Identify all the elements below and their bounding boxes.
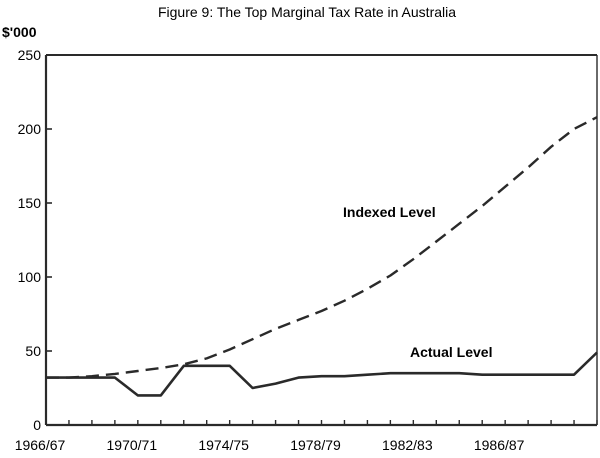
y-unit-label: $'000 [2,24,37,40]
x-tick-label: 1970/71 [107,437,158,453]
series-line-actual-level [46,351,598,397]
series-label-indexed: Indexed Level [343,204,436,220]
series-label-actual: Actual Level [410,344,492,360]
axes: 0 50 100 150 200 250 1966/67 1970/71 1974/75 1978… [15,47,598,453]
y-tick-label: 0 [33,417,41,433]
chart-title: Figure 9: The Top Marginal Tax Rate in A… [158,4,456,20]
series-group [46,116,598,397]
x-tick-label: 1974/75 [198,437,249,453]
x-tick-label: 1986/87 [474,437,525,453]
series-line-indexed-level [46,116,598,379]
y-tick-label: 200 [18,121,42,137]
x-tick-label: 1982/83 [382,437,433,453]
x-tick-label: 1978/79 [290,437,341,453]
x-tick-label: 1966/67 [15,437,66,453]
y-tick-label: 150 [18,195,42,211]
y-tick-label: 50 [25,343,41,359]
y-tick-label: 100 [18,269,42,285]
y-tick-label: 250 [18,47,42,63]
